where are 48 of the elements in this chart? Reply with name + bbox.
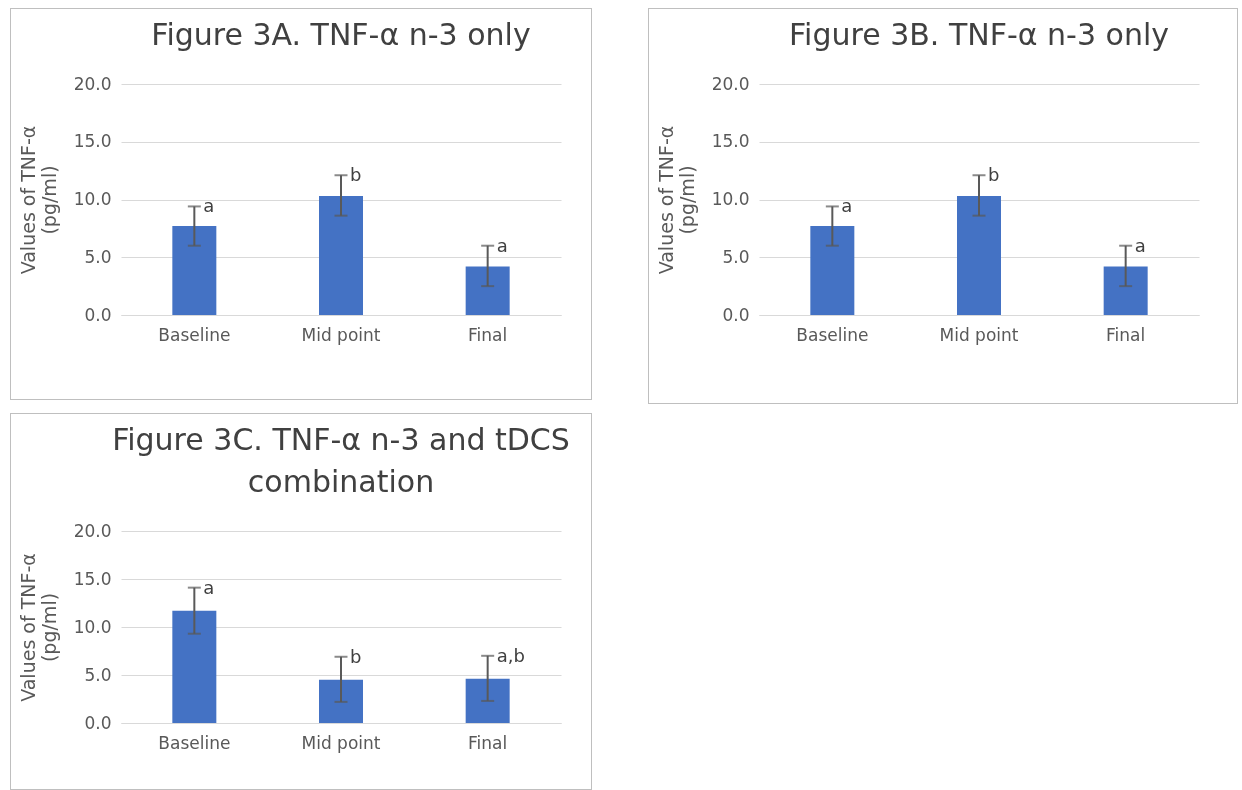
- x-tick-label: Baseline: [158, 732, 231, 753]
- y-tick-label: 0.0: [722, 304, 750, 325]
- y-axis-title: Values of TNF-α (pg/ml): [16, 125, 60, 275]
- annotation: a: [203, 195, 215, 217]
- chart-title: Figure 3B. TNF-α n-3 only: [789, 17, 1169, 52]
- annotation: a: [496, 234, 508, 256]
- y-axis-title: Values of TNF-α (pg/ml): [654, 125, 698, 275]
- annotation: a: [1134, 234, 1146, 256]
- y-tick-label: 5.0: [722, 246, 750, 267]
- y-axis-title: Values of TNF-α (pg/ml): [16, 553, 60, 702]
- y-tick-label: 5.0: [84, 246, 112, 267]
- y-tick-label: 15.0: [73, 131, 112, 152]
- y-tick-label: 15.0: [73, 568, 112, 589]
- bar: [1103, 266, 1148, 315]
- annotation: a: [841, 195, 853, 217]
- y-tick-label: 15.0: [711, 131, 750, 152]
- x-tick-label: Baseline: [796, 324, 869, 345]
- x-tick-label: Mid point: [301, 324, 381, 345]
- y-tick-label: 20.0: [73, 73, 112, 94]
- bar: [957, 196, 1001, 315]
- x-tick-label: Mid point: [939, 324, 1019, 345]
- annotation: b: [350, 645, 362, 667]
- chart-title: Figure 3C. TNF-α n-3 and tDCS combination: [112, 422, 570, 499]
- x-tick-label: Final: [468, 732, 508, 753]
- bar: [319, 679, 363, 723]
- chart-title: Figure 3A. TNF-α n-3 only: [151, 17, 531, 52]
- y-tick-label: 10.0: [73, 616, 112, 637]
- x-tick-label: Baseline: [158, 324, 231, 345]
- bar: [172, 610, 217, 723]
- y-tick-label: 10.0: [711, 189, 750, 209]
- bar: [810, 226, 855, 315]
- x-tick-label: Final: [468, 324, 508, 345]
- bar: [319, 196, 363, 315]
- annotation: a: [203, 576, 215, 598]
- annotation: b: [350, 164, 362, 186]
- y-tick-label: 20.0: [73, 520, 112, 541]
- x-tick-label: Mid point: [301, 732, 381, 753]
- y-tick-label: 0.0: [84, 712, 112, 733]
- bar: [465, 266, 510, 315]
- bar: [465, 678, 510, 723]
- annotation: a,b: [496, 644, 525, 666]
- y-tick-label: 10.0: [73, 189, 112, 209]
- y-tick-label: 20.0: [711, 73, 750, 94]
- y-tick-label: 5.0: [84, 664, 112, 685]
- annotation: b: [988, 164, 1000, 186]
- bar: [172, 226, 217, 315]
- y-tick-label: 0.0: [84, 304, 112, 325]
- x-tick-label: Final: [1106, 324, 1146, 345]
